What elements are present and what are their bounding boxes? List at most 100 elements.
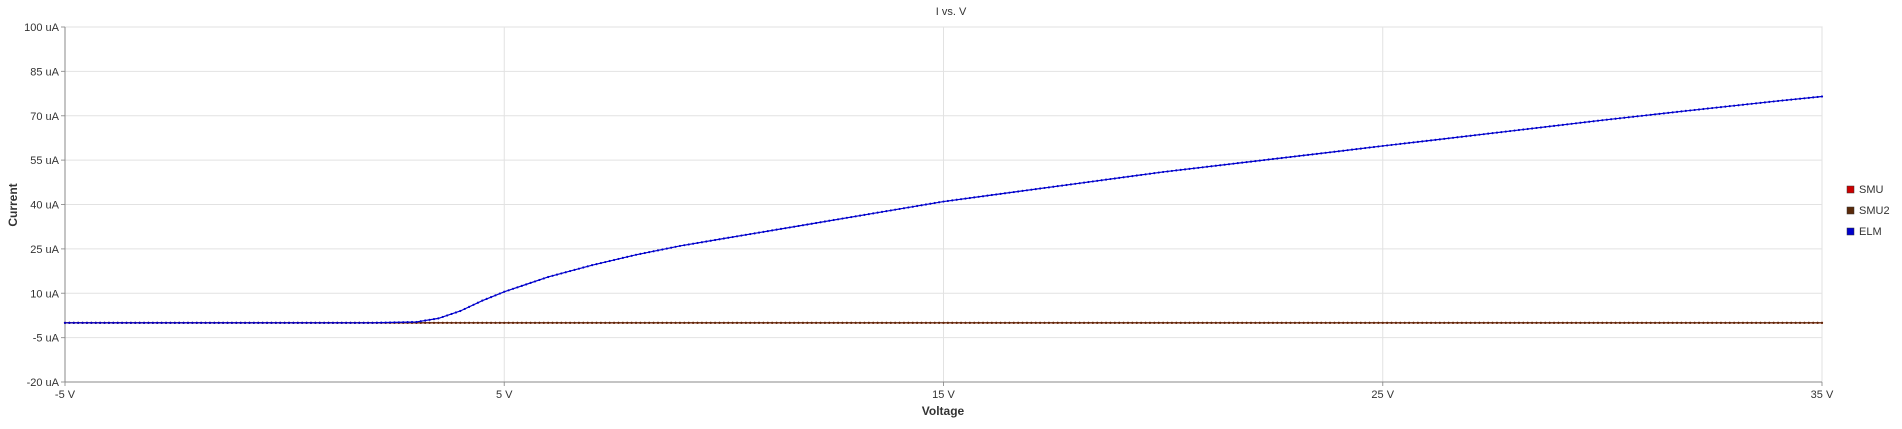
data-point bbox=[516, 286, 519, 289]
data-point bbox=[90, 321, 93, 324]
data-point bbox=[924, 321, 928, 324]
data-point bbox=[1473, 321, 1477, 324]
data-point bbox=[722, 321, 725, 324]
data-point bbox=[639, 252, 642, 255]
legend-item-smu[interactable]: SMU bbox=[1846, 184, 1884, 196]
data-point bbox=[1157, 171, 1160, 174]
data-point bbox=[1539, 321, 1542, 324]
data-point bbox=[564, 271, 567, 274]
data-point bbox=[1012, 321, 1015, 324]
data-point bbox=[230, 321, 234, 324]
data-point bbox=[257, 321, 260, 324]
data-point bbox=[503, 321, 506, 324]
data-point bbox=[142, 321, 146, 324]
legend-item-smu2[interactable]: SMU2 bbox=[1846, 205, 1890, 217]
data-point bbox=[999, 192, 1002, 195]
data-point bbox=[533, 321, 537, 324]
data-point bbox=[828, 219, 831, 222]
data-point bbox=[959, 198, 963, 201]
data-point bbox=[358, 321, 361, 324]
data-point bbox=[1772, 100, 1775, 103]
data-point bbox=[885, 210, 888, 213]
data-point bbox=[630, 254, 633, 257]
data-point bbox=[107, 321, 111, 324]
data-point bbox=[498, 292, 501, 295]
data-point bbox=[1241, 161, 1244, 164]
data-point bbox=[1183, 321, 1187, 324]
data-point bbox=[753, 321, 756, 324]
data-point bbox=[1671, 111, 1674, 114]
data-point bbox=[1517, 321, 1521, 324]
data-point bbox=[801, 321, 805, 324]
data-point bbox=[771, 321, 774, 324]
data-point bbox=[468, 305, 471, 308]
data-point bbox=[674, 245, 677, 248]
y-tick-label: 100 uA bbox=[24, 22, 60, 34]
data-point bbox=[437, 317, 440, 320]
data-point bbox=[1021, 189, 1024, 192]
data-point bbox=[1183, 168, 1187, 171]
data-point bbox=[1456, 136, 1459, 139]
data-point bbox=[1096, 321, 1099, 324]
data-point bbox=[164, 321, 168, 324]
data-point bbox=[1636, 115, 1639, 118]
data-point bbox=[1113, 177, 1116, 180]
data-point bbox=[1219, 321, 1222, 324]
data-point bbox=[1443, 137, 1446, 140]
data-point bbox=[889, 321, 892, 324]
data-point bbox=[894, 321, 897, 324]
data-point bbox=[1535, 321, 1538, 324]
data-point bbox=[468, 321, 471, 324]
data-point bbox=[1135, 174, 1138, 177]
data-point bbox=[1645, 114, 1648, 117]
data-point bbox=[735, 321, 739, 324]
data-point bbox=[1693, 321, 1696, 324]
data-point bbox=[1759, 101, 1762, 104]
data-point bbox=[1794, 98, 1797, 101]
data-point bbox=[1482, 321, 1485, 324]
data-point bbox=[323, 321, 326, 324]
data-point bbox=[1113, 321, 1116, 324]
data-point bbox=[823, 220, 827, 223]
data-point bbox=[1091, 180, 1094, 183]
data-point bbox=[656, 321, 660, 324]
data-point bbox=[648, 251, 651, 254]
data-point bbox=[1109, 177, 1112, 181]
data-point bbox=[1429, 139, 1433, 142]
data-point bbox=[305, 321, 308, 324]
data-point bbox=[1311, 321, 1314, 324]
data-point bbox=[652, 321, 655, 324]
data-point bbox=[995, 321, 998, 324]
data-point bbox=[1249, 160, 1253, 163]
data-point bbox=[63, 321, 67, 324]
data-point bbox=[437, 321, 440, 324]
data-point bbox=[1263, 321, 1266, 324]
data-point bbox=[1052, 321, 1055, 324]
data-point bbox=[1781, 99, 1784, 102]
data-point bbox=[1245, 161, 1248, 164]
legend-item-elm[interactable]: ELM bbox=[1846, 226, 1882, 238]
data-point bbox=[432, 321, 436, 324]
data-point bbox=[1394, 321, 1398, 324]
data-point bbox=[670, 246, 673, 249]
data-point bbox=[608, 259, 611, 263]
data-point bbox=[858, 214, 862, 217]
data-point bbox=[867, 321, 870, 324]
data-point bbox=[121, 321, 124, 324]
data-point bbox=[1074, 321, 1077, 324]
data-point bbox=[1478, 321, 1481, 324]
data-point bbox=[1807, 321, 1810, 324]
data-point bbox=[810, 321, 813, 324]
data-point bbox=[1324, 321, 1327, 324]
data-point bbox=[1017, 321, 1020, 324]
data-point bbox=[1043, 321, 1046, 324]
data-point bbox=[1104, 178, 1108, 181]
data-point bbox=[1772, 321, 1775, 324]
data-point bbox=[1820, 321, 1824, 324]
data-point bbox=[990, 193, 993, 197]
data-point bbox=[1276, 321, 1279, 324]
data-point bbox=[1170, 169, 1174, 173]
data-point bbox=[1491, 132, 1494, 135]
data-point bbox=[1517, 128, 1521, 132]
data-point bbox=[1008, 191, 1011, 194]
